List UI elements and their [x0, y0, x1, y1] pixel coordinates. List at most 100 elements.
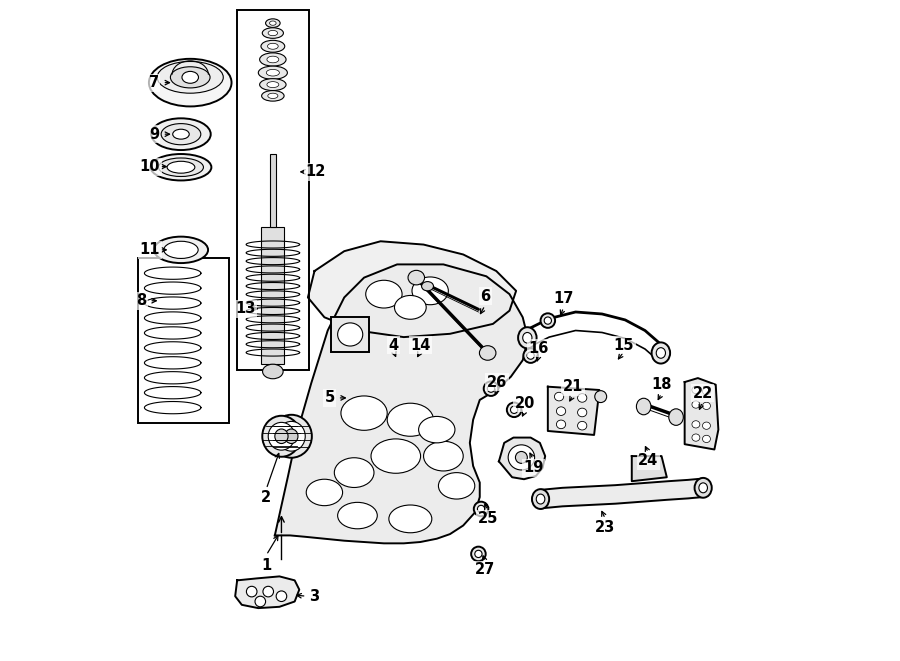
Ellipse shape [271, 415, 312, 458]
Ellipse shape [556, 407, 566, 416]
Bar [270, 154, 276, 227]
Ellipse shape [477, 505, 485, 513]
Text: 16: 16 [528, 341, 549, 356]
Ellipse shape [150, 154, 212, 180]
Polygon shape [548, 387, 599, 435]
Ellipse shape [158, 158, 203, 176]
Text: 1: 1 [261, 558, 272, 572]
Ellipse shape [418, 416, 455, 443]
Ellipse shape [692, 434, 700, 442]
Ellipse shape [523, 332, 532, 343]
Bar [138, 258, 230, 423]
Ellipse shape [338, 502, 377, 529]
Ellipse shape [262, 416, 301, 457]
Ellipse shape [524, 348, 538, 363]
Ellipse shape [578, 393, 587, 402]
Ellipse shape [338, 323, 363, 346]
Ellipse shape [703, 387, 710, 395]
Text: 6: 6 [480, 289, 491, 303]
Text: 8: 8 [136, 293, 147, 308]
Ellipse shape [424, 442, 464, 471]
Ellipse shape [508, 445, 535, 470]
Ellipse shape [595, 391, 607, 403]
Text: 27: 27 [475, 563, 495, 577]
Ellipse shape [167, 161, 195, 173]
Ellipse shape [266, 69, 279, 76]
Text: 20: 20 [515, 396, 535, 410]
Ellipse shape [483, 381, 499, 396]
Ellipse shape [699, 483, 707, 493]
Polygon shape [274, 264, 528, 543]
Ellipse shape [306, 479, 343, 506]
Ellipse shape [438, 473, 475, 499]
Ellipse shape [262, 28, 284, 38]
Ellipse shape [267, 81, 279, 87]
Text: 7: 7 [148, 75, 159, 90]
Ellipse shape [261, 40, 284, 52]
Ellipse shape [263, 586, 274, 597]
Text: 10: 10 [140, 159, 160, 174]
Text: 21: 21 [562, 379, 583, 394]
Polygon shape [235, 576, 300, 608]
Ellipse shape [544, 317, 552, 324]
Ellipse shape [536, 494, 544, 504]
Ellipse shape [389, 505, 432, 533]
Text: 15: 15 [614, 338, 634, 352]
Ellipse shape [268, 93, 278, 98]
Ellipse shape [507, 403, 521, 417]
Ellipse shape [578, 408, 587, 417]
Ellipse shape [412, 277, 448, 305]
Ellipse shape [636, 398, 651, 415]
Text: 4: 4 [389, 338, 399, 352]
Text: 5: 5 [325, 391, 335, 405]
Ellipse shape [554, 392, 563, 401]
Ellipse shape [692, 386, 700, 393]
Ellipse shape [154, 237, 208, 263]
Polygon shape [632, 456, 667, 481]
Ellipse shape [255, 596, 266, 607]
Bar [261, 227, 284, 364]
Ellipse shape [262, 91, 284, 101]
Text: 25: 25 [478, 512, 498, 526]
Polygon shape [685, 378, 718, 449]
Ellipse shape [161, 124, 201, 145]
Ellipse shape [556, 420, 566, 429]
Ellipse shape [173, 130, 189, 139]
Ellipse shape [518, 327, 536, 348]
Ellipse shape [365, 280, 402, 308]
Ellipse shape [472, 547, 486, 561]
Ellipse shape [341, 396, 387, 430]
Text: 14: 14 [410, 338, 430, 352]
Bar [238, 10, 309, 370]
Text: 13: 13 [235, 301, 256, 316]
Ellipse shape [268, 422, 294, 450]
Text: 17: 17 [554, 292, 574, 306]
Ellipse shape [182, 71, 199, 83]
Text: 9: 9 [148, 127, 159, 141]
Text: 2: 2 [261, 490, 271, 504]
Ellipse shape [656, 348, 665, 358]
Bar [331, 317, 369, 352]
Ellipse shape [164, 241, 198, 258]
Ellipse shape [274, 429, 288, 444]
Ellipse shape [270, 21, 276, 25]
Ellipse shape [267, 56, 279, 63]
Ellipse shape [510, 406, 518, 414]
Polygon shape [499, 438, 545, 479]
Text: 3: 3 [310, 589, 320, 603]
Ellipse shape [267, 43, 278, 50]
Ellipse shape [516, 451, 527, 463]
Ellipse shape [276, 591, 287, 602]
Text: 19: 19 [523, 461, 544, 475]
Text: 18: 18 [652, 377, 671, 392]
Ellipse shape [480, 346, 496, 360]
Ellipse shape [371, 439, 420, 473]
Ellipse shape [151, 118, 211, 150]
Ellipse shape [692, 401, 700, 408]
Ellipse shape [268, 30, 277, 36]
Ellipse shape [284, 429, 298, 444]
Ellipse shape [259, 53, 286, 66]
Text: 11: 11 [140, 243, 160, 257]
Polygon shape [308, 241, 516, 337]
Ellipse shape [387, 403, 434, 436]
